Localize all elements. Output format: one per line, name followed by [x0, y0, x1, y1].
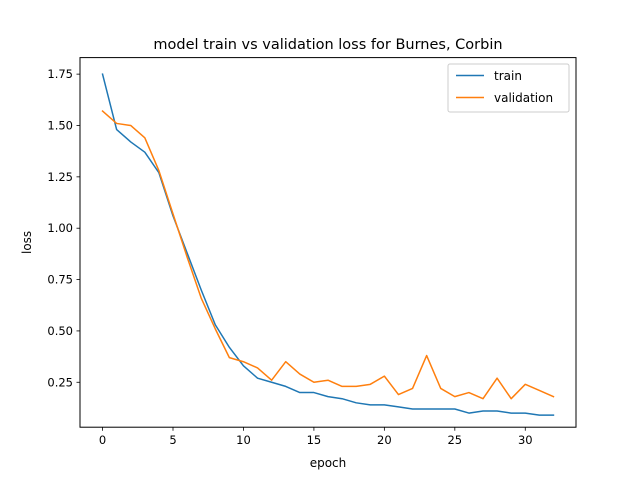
x-axis: 0 5 10 15 20 25 30: [99, 427, 533, 447]
x-tick-label: 0: [99, 433, 106, 447]
series-layer: [101, 73, 555, 416]
y-tick-label: 1.25: [47, 170, 73, 184]
chart-title: model train vs validation loss for Burne…: [153, 37, 502, 53]
x-tick-label: 25: [447, 433, 462, 447]
y-axis-label: loss: [20, 231, 34, 254]
x-axis-label: epoch: [310, 456, 347, 470]
y-tick-label: 1.00: [47, 221, 73, 235]
y-tick-label: 0.50: [47, 324, 73, 338]
plot-area: [101, 73, 555, 416]
x-tick-label: 5: [169, 433, 176, 447]
series-line-train: [101, 73, 555, 416]
y-tick-label: 1.50: [47, 118, 73, 132]
x-tick-label: 15: [307, 433, 322, 447]
y-tick-label: 0.75: [47, 273, 73, 287]
legend: train validation: [447, 63, 570, 113]
y-tick-label: 1.75: [47, 67, 73, 81]
x-tick-label: 10: [236, 433, 251, 447]
plot-frame: [79, 57, 577, 428]
y-axis: 0.25 0.50 0.75 1.00 1.25 1.50 1.75: [47, 67, 80, 389]
series-line-validation: [101, 110, 555, 400]
legend-label-train: train: [494, 69, 522, 83]
x-tick-label: 30: [518, 433, 533, 447]
y-tick-label: 0.25: [47, 375, 73, 389]
x-tick-label: 20: [377, 433, 392, 447]
legend-label-validation: validation: [494, 91, 553, 105]
